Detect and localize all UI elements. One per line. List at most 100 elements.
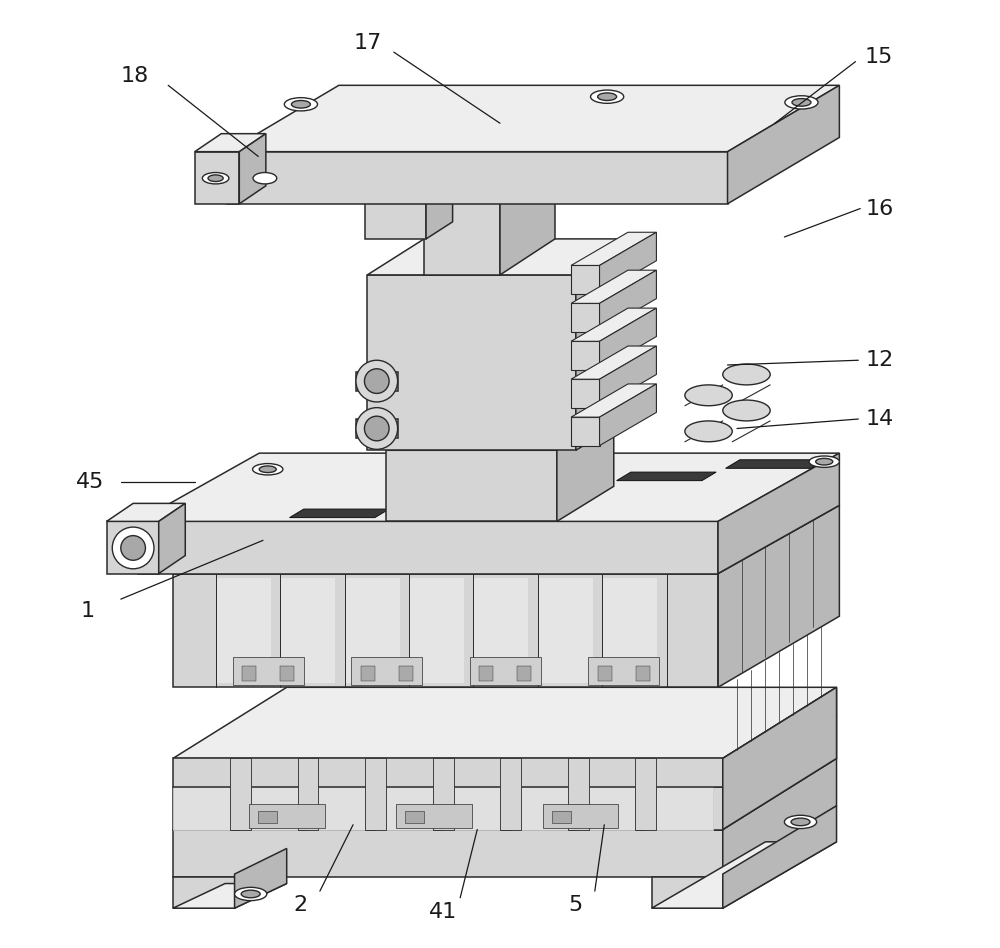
- Polygon shape: [138, 521, 718, 574]
- Polygon shape: [723, 687, 837, 787]
- Ellipse shape: [253, 173, 277, 184]
- Polygon shape: [173, 830, 723, 877]
- Polygon shape: [598, 666, 612, 681]
- Ellipse shape: [816, 459, 833, 465]
- Ellipse shape: [291, 100, 310, 108]
- Polygon shape: [576, 239, 633, 450]
- Polygon shape: [571, 308, 656, 341]
- Polygon shape: [361, 666, 375, 681]
- Polygon shape: [636, 666, 650, 681]
- Polygon shape: [508, 484, 607, 493]
- Polygon shape: [600, 384, 656, 446]
- Polygon shape: [290, 509, 389, 518]
- Text: 16: 16: [865, 198, 893, 219]
- Circle shape: [364, 369, 389, 393]
- Polygon shape: [230, 758, 251, 830]
- Ellipse shape: [809, 456, 839, 467]
- Polygon shape: [470, 657, 541, 685]
- Polygon shape: [723, 716, 837, 830]
- Polygon shape: [552, 811, 571, 823]
- Polygon shape: [365, 758, 386, 830]
- Text: 5: 5: [569, 895, 583, 916]
- Polygon shape: [216, 578, 271, 683]
- Polygon shape: [233, 657, 304, 685]
- Polygon shape: [195, 152, 239, 204]
- Polygon shape: [617, 472, 716, 481]
- Polygon shape: [365, 182, 453, 199]
- Polygon shape: [249, 804, 325, 828]
- Ellipse shape: [792, 99, 811, 106]
- Polygon shape: [409, 578, 464, 683]
- Ellipse shape: [598, 93, 617, 100]
- Text: 12: 12: [865, 350, 893, 371]
- Polygon shape: [239, 134, 266, 204]
- Polygon shape: [173, 687, 837, 758]
- Ellipse shape: [784, 815, 817, 829]
- Polygon shape: [367, 239, 633, 275]
- Polygon shape: [723, 687, 837, 830]
- Polygon shape: [173, 574, 718, 687]
- Polygon shape: [367, 275, 576, 450]
- Polygon shape: [173, 758, 723, 787]
- Ellipse shape: [723, 364, 770, 385]
- Polygon shape: [646, 758, 713, 830]
- Polygon shape: [258, 811, 277, 823]
- Polygon shape: [356, 419, 398, 438]
- Polygon shape: [500, 758, 521, 830]
- Polygon shape: [511, 758, 568, 830]
- Polygon shape: [571, 341, 600, 370]
- Polygon shape: [723, 806, 837, 908]
- Polygon shape: [543, 804, 618, 828]
- Polygon shape: [159, 503, 185, 574]
- Polygon shape: [571, 384, 656, 417]
- Polygon shape: [235, 848, 287, 908]
- Ellipse shape: [785, 96, 818, 109]
- Text: 41: 41: [429, 902, 457, 922]
- Polygon shape: [433, 758, 454, 830]
- Text: 18: 18: [121, 65, 149, 86]
- Polygon shape: [386, 450, 557, 521]
- Text: 45: 45: [76, 471, 105, 492]
- Polygon shape: [538, 578, 593, 683]
- Polygon shape: [557, 415, 614, 521]
- Polygon shape: [588, 657, 659, 685]
- Ellipse shape: [723, 400, 770, 421]
- Polygon shape: [600, 270, 656, 332]
- Text: 1: 1: [81, 601, 95, 622]
- Polygon shape: [728, 85, 839, 204]
- Ellipse shape: [591, 90, 624, 103]
- Polygon shape: [242, 666, 256, 681]
- Circle shape: [356, 408, 398, 449]
- Polygon shape: [571, 232, 656, 265]
- Polygon shape: [308, 758, 365, 830]
- Ellipse shape: [259, 466, 276, 473]
- Ellipse shape: [208, 174, 223, 182]
- Polygon shape: [227, 152, 728, 204]
- Polygon shape: [195, 134, 266, 152]
- Polygon shape: [578, 758, 635, 830]
- Polygon shape: [424, 199, 500, 275]
- Polygon shape: [571, 379, 600, 408]
- Polygon shape: [298, 758, 318, 830]
- Polygon shape: [424, 166, 555, 199]
- Polygon shape: [443, 758, 500, 830]
- Polygon shape: [280, 666, 294, 681]
- Polygon shape: [602, 578, 657, 683]
- Ellipse shape: [791, 818, 810, 826]
- Polygon shape: [473, 578, 528, 683]
- Polygon shape: [571, 265, 600, 294]
- Polygon shape: [571, 303, 600, 332]
- Polygon shape: [718, 453, 839, 574]
- Polygon shape: [173, 877, 235, 908]
- Text: 17: 17: [353, 32, 381, 53]
- Polygon shape: [652, 842, 837, 908]
- Polygon shape: [173, 884, 287, 908]
- Polygon shape: [356, 372, 398, 391]
- Polygon shape: [568, 758, 589, 830]
- Polygon shape: [386, 415, 614, 450]
- Polygon shape: [426, 182, 453, 239]
- Polygon shape: [399, 497, 498, 505]
- Polygon shape: [399, 666, 413, 681]
- Polygon shape: [571, 417, 600, 446]
- Polygon shape: [173, 758, 837, 830]
